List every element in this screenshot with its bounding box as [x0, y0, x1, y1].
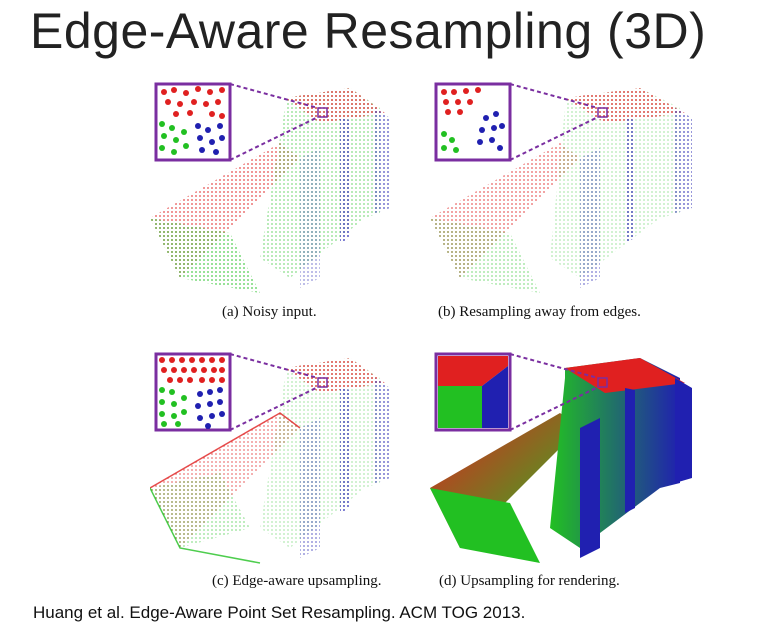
panel-edge-aware-upsampling — [150, 348, 395, 568]
surface-shape-a — [150, 88, 390, 293]
panel-upsampling-rendering — [430, 348, 700, 568]
zoom-inset-c — [154, 352, 232, 432]
caption-c: (c) Edge-aware upsampling. — [212, 573, 382, 589]
zoom-inset-b — [434, 82, 512, 162]
citation: Huang et al. Edge-Aware Point Set Resamp… — [33, 603, 526, 622]
slide-title: Edge-Aware Resampling (3D) — [30, 3, 707, 59]
surface-shape-b — [430, 88, 692, 293]
surface-shape-c — [150, 358, 390, 564]
panel-resampling-away — [430, 78, 700, 298]
zoom-inset-d — [434, 352, 512, 432]
caption-b: (b) Resampling away from edges. — [438, 304, 641, 320]
caption-d: (d) Upsampling for rendering. — [439, 573, 620, 589]
panel-noisy-input — [150, 78, 395, 298]
caption-a: (a) Noisy input. — [222, 304, 317, 320]
zoom-inset-a — [154, 82, 232, 162]
surface-shape-d — [430, 358, 692, 563]
